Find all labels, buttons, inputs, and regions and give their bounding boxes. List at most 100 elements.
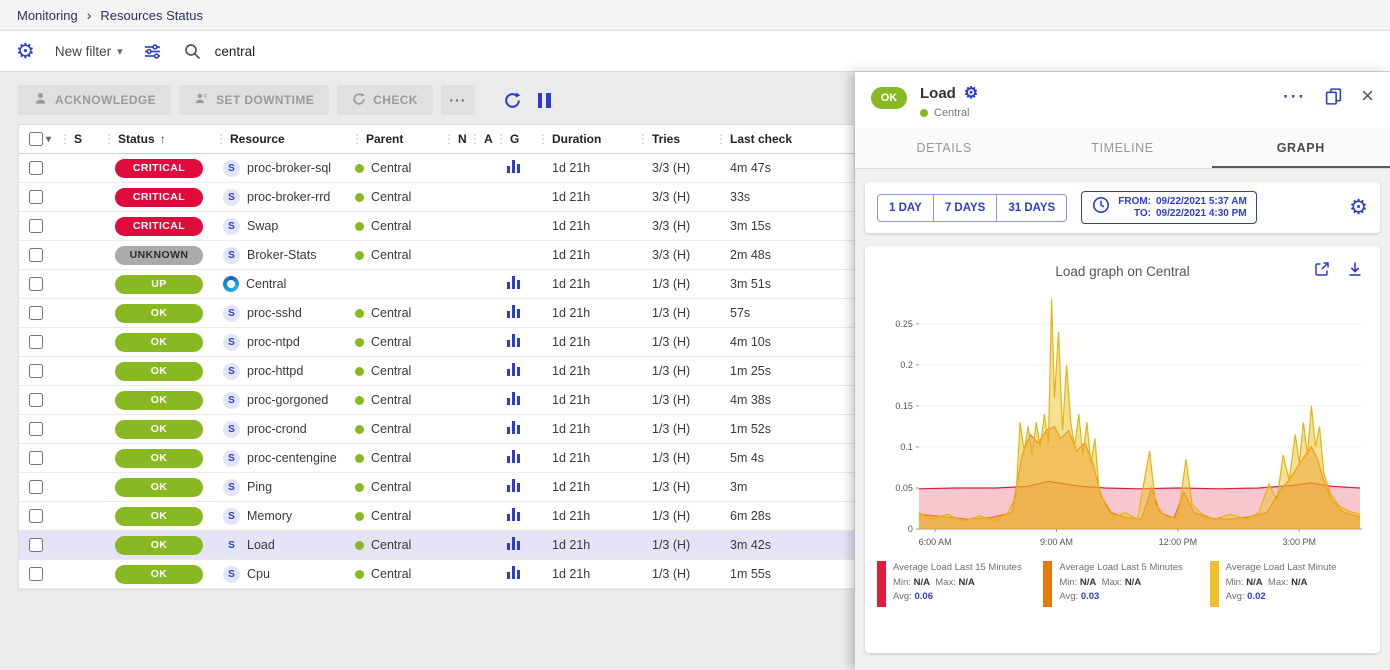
custom-time-range[interactable]: FROM: 09/22/2021 5:37 AM TO: 09/22/2021 … xyxy=(1081,191,1257,224)
drag-handle-icon[interactable]: ⋮ xyxy=(637,132,649,146)
resource-details-panel: OK Load ⚙ Central ··· × DETAILS TIMELINE G xyxy=(855,72,1390,670)
refresh-icon[interactable] xyxy=(499,87,526,114)
graph-settings-gear-icon[interactable]: ⚙ xyxy=(1349,196,1368,219)
column-header-parent[interactable]: ⋮ Parent xyxy=(351,132,443,146)
row-checkbox[interactable] xyxy=(29,567,43,581)
row-checkbox[interactable] xyxy=(29,364,43,378)
column-header-duration[interactable]: ⋮ Duration xyxy=(537,132,637,146)
drag-handle-icon[interactable]: ⋮ xyxy=(351,132,363,146)
sort-ascending-icon[interactable]: ↑ xyxy=(159,132,166,146)
table-row[interactable]: OK S Load Central 1d 21h 1/3 (H) 3m 42s xyxy=(19,531,854,560)
parent-status-dot xyxy=(355,540,364,550)
row-checkbox[interactable] xyxy=(29,190,43,204)
panel-more-icon[interactable]: ··· xyxy=(1283,86,1307,106)
filter-settings-gear-icon[interactable]: ⚙ xyxy=(16,39,35,63)
table-row[interactable]: CRITICAL S Swap Central 1d 21h 3/3 (H) 3… xyxy=(19,212,854,241)
column-header-status[interactable]: ⋮ Status ↑ xyxy=(103,132,215,146)
graph-icon[interactable] xyxy=(507,479,520,492)
download-icon[interactable] xyxy=(1346,260,1364,278)
table-row[interactable]: OK S proc-ntpd Central 1d 21h 1/3 (H) 4m… xyxy=(19,328,854,357)
drag-handle-icon[interactable]: ⋮ xyxy=(59,132,71,146)
drag-handle-icon[interactable]: ⋮ xyxy=(537,132,549,146)
tab-details[interactable]: DETAILS xyxy=(916,141,972,155)
column-header-tries[interactable]: ⋮ Tries xyxy=(637,132,715,146)
check-button[interactable]: CHECK xyxy=(337,85,433,115)
drag-handle-icon[interactable]: ⋮ xyxy=(443,132,455,146)
table-row[interactable]: OK S proc-crond Central 1d 21h 1/3 (H) 1… xyxy=(19,415,854,444)
table-row[interactable]: OK S Ping Central 1d 21h 1/3 (H) 3m xyxy=(19,473,854,502)
row-checkbox[interactable] xyxy=(29,248,43,262)
column-header-g[interactable]: ⋮ G xyxy=(495,132,537,146)
drag-handle-icon[interactable]: ⋮ xyxy=(495,132,507,146)
status-badge: UNKNOWN xyxy=(115,245,203,265)
drag-handle-icon[interactable]: ⋮ xyxy=(103,132,115,146)
column-header-last-check[interactable]: ⋮ Last check xyxy=(715,132,854,146)
table-row[interactable]: CRITICAL S proc-broker-rrd Central 1d 21… xyxy=(19,183,854,212)
select-all-checkbox[interactable] xyxy=(29,132,43,146)
time-button-7-days[interactable]: 7 DAYS xyxy=(932,193,998,222)
table-row[interactable]: OK S proc-gorgoned Central 1d 21h 1/3 (H… xyxy=(19,386,854,415)
filter-tune-icon[interactable] xyxy=(143,42,162,61)
pause-icon[interactable] xyxy=(534,89,555,112)
tries-cell: 1/3 (H) xyxy=(652,509,691,523)
resource-name: proc-httpd xyxy=(247,364,304,378)
graph-icon[interactable] xyxy=(507,566,520,579)
search-input[interactable] xyxy=(212,42,1374,60)
column-header-resource[interactable]: ⋮ Resource xyxy=(215,132,351,146)
resource-settings-gear-icon[interactable]: ⚙ xyxy=(963,84,979,102)
graph-icon[interactable] xyxy=(507,421,520,434)
last-check-cell: 57s xyxy=(730,306,751,320)
table-row[interactable]: OK S proc-centengine Central 1d 21h 1/3 … xyxy=(19,444,854,473)
table-row[interactable]: UP Central 1d 21h 1/3 (H) 3m 51s xyxy=(19,270,854,299)
drag-handle-icon[interactable]: ⋮ xyxy=(715,132,727,146)
column-header-s[interactable]: ⋮ S xyxy=(59,132,103,146)
search-field xyxy=(184,42,1374,60)
graph-icon[interactable] xyxy=(507,334,520,347)
new-filter-dropdown[interactable]: New filter ▾ xyxy=(47,38,131,65)
resource-name: Central xyxy=(246,277,287,291)
copy-link-icon[interactable] xyxy=(1324,87,1343,106)
row-checkbox[interactable] xyxy=(29,219,43,233)
graph-icon[interactable] xyxy=(507,508,520,521)
tab-timeline[interactable]: TIMELINE xyxy=(1091,141,1154,155)
time-button-31-days[interactable]: 31 DAYS xyxy=(996,193,1068,222)
parent-name: Central xyxy=(371,509,412,523)
row-checkbox[interactable] xyxy=(29,451,43,465)
tab-graph[interactable]: GRAPH xyxy=(1211,128,1390,168)
column-header-a[interactable]: ⋮ A xyxy=(469,132,495,146)
open-in-new-icon[interactable] xyxy=(1313,260,1331,278)
column-header-n[interactable]: ⋮ N xyxy=(443,132,469,146)
row-checkbox[interactable] xyxy=(29,161,43,175)
more-actions-button[interactable]: ··· xyxy=(440,85,475,115)
graph-icon[interactable] xyxy=(507,392,520,405)
row-checkbox[interactable] xyxy=(29,509,43,523)
status-badge: OK xyxy=(115,448,203,468)
breadcrumb-monitoring[interactable]: Monitoring xyxy=(17,7,78,23)
table-row[interactable]: OK S proc-httpd Central 1d 21h 1/3 (H) 1… xyxy=(19,357,854,386)
row-checkbox[interactable] xyxy=(29,306,43,320)
acknowledge-button[interactable]: ACKNOWLEDGE xyxy=(18,85,172,115)
drag-handle-icon[interactable]: ⋮ xyxy=(215,132,227,146)
graph-icon[interactable] xyxy=(507,450,520,463)
table-row[interactable]: CRITICAL S proc-broker-sql Central 1d 21… xyxy=(19,154,854,183)
row-checkbox[interactable] xyxy=(29,335,43,349)
graph-icon[interactable] xyxy=(507,276,520,289)
row-checkbox[interactable] xyxy=(29,480,43,494)
table-row[interactable]: OK S Memory Central 1d 21h 1/3 (H) 6m 28… xyxy=(19,502,854,531)
graph-icon[interactable] xyxy=(507,160,520,173)
table-row[interactable]: UNKNOWN S Broker-Stats Central 1d 21h 3/… xyxy=(19,241,854,270)
set-downtime-button[interactable]: z SET DOWNTIME xyxy=(179,85,330,115)
row-checkbox[interactable] xyxy=(29,277,43,291)
time-button-1-day[interactable]: 1 DAY xyxy=(877,193,934,222)
select-options-caret-icon[interactable]: ▾ xyxy=(46,133,52,145)
table-row[interactable]: OK S proc-sshd Central 1d 21h 1/3 (H) 57… xyxy=(19,299,854,328)
row-checkbox[interactable] xyxy=(29,538,43,552)
row-checkbox[interactable] xyxy=(29,422,43,436)
close-panel-icon[interactable]: × xyxy=(1361,83,1374,108)
table-row[interactable]: OK S Cpu Central 1d 21h 1/3 (H) 1m 55s xyxy=(19,560,854,589)
drag-handle-icon[interactable]: ⋮ xyxy=(469,132,481,146)
graph-icon[interactable] xyxy=(507,537,520,550)
graph-icon[interactable] xyxy=(507,305,520,318)
graph-icon[interactable] xyxy=(507,363,520,376)
row-checkbox[interactable] xyxy=(29,393,43,407)
